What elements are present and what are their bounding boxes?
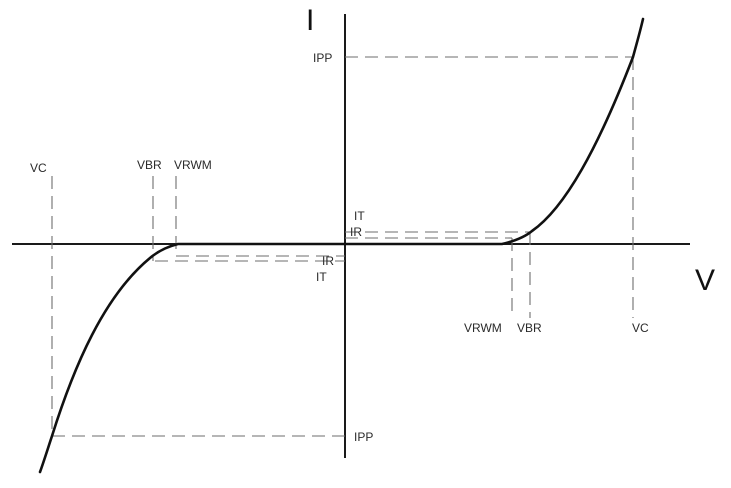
reverse-breakdown-curve [38,242,347,474]
ipp-top-label: IPP [313,51,332,65]
it-right-label: IT [354,209,365,223]
vrwm-right-label: VRWM [464,321,502,335]
ipp-bottom-label: IPP [354,430,373,444]
vc-right-label: VC [632,321,649,335]
it-left-label: IT [316,270,327,284]
ir-right-label: IR [350,225,362,239]
vbr-right-label: VBR [517,321,542,335]
vc-left-label: VC [30,161,47,175]
vrwm-left-label: VRWM [174,158,212,172]
voltage-axis-label: V [695,264,715,297]
forward-breakdown-curve [343,17,645,246]
vbr-left-label: VBR [137,158,162,172]
current-axis-label: I [306,4,314,37]
ir-left-label: IR [322,254,334,268]
